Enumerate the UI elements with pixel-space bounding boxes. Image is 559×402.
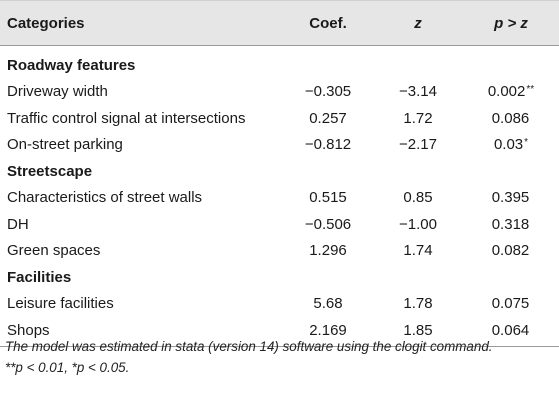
p-value: 0.075 xyxy=(491,295,530,313)
p-cell: 0.086 xyxy=(463,110,559,127)
category-cell: On-street parking xyxy=(7,136,123,154)
table-row: On-street parking −0.812 −2.17 0.03* xyxy=(0,132,559,159)
z-cell: −2.17 xyxy=(399,136,437,154)
section-row: Roadway features xyxy=(0,52,559,79)
category-cell: Traffic control signal at intersections xyxy=(7,109,246,127)
table-row: Shops 2.169 1.85 0.064 xyxy=(0,317,559,344)
table-footnote: The model was estimated in stata (versio… xyxy=(5,336,553,378)
section-row: Streetscape xyxy=(0,158,559,185)
section-label: Streetscape xyxy=(7,162,93,180)
p-cell: 0.075 xyxy=(463,295,559,312)
significance-mark: * xyxy=(524,137,529,149)
coef-cell: 1.296 xyxy=(309,242,347,260)
p-value: 0.082 xyxy=(491,242,530,260)
header-coef: Coef. xyxy=(309,14,347,32)
category-cell: DH xyxy=(7,215,29,233)
p-value: 0.03 xyxy=(493,136,524,154)
p-value: 0.086 xyxy=(491,109,530,127)
section-row: Facilities xyxy=(0,264,559,291)
coef-cell: 2.169 xyxy=(309,321,347,339)
p-value: 0.064 xyxy=(491,321,530,339)
p-cell: 0.082 xyxy=(463,242,559,259)
table-row: Green spaces 1.296 1.74 0.082 xyxy=(0,238,559,265)
z-cell: −1.00 xyxy=(399,215,437,233)
z-cell: 1.78 xyxy=(403,295,433,313)
coef-cell: 5.68 xyxy=(313,295,343,313)
category-cell: Characteristics of street walls xyxy=(7,189,203,207)
header-p: p > z xyxy=(494,14,528,32)
table-header-row: Categories Coef. z p > z xyxy=(0,0,559,46)
section-label: Roadway features xyxy=(7,56,136,74)
header-z: z xyxy=(414,14,422,32)
z-cell: −3.14 xyxy=(399,83,437,101)
p-cell: 0.395 xyxy=(463,189,559,206)
p-value: 0.318 xyxy=(491,215,530,233)
coef-cell: −0.812 xyxy=(304,136,352,154)
table-row: DH −0.506 −1.00 0.318 xyxy=(0,211,559,238)
results-table: Categories Coef. z p > z Roadway feature… xyxy=(0,0,559,347)
coef-cell: 0.515 xyxy=(309,189,347,207)
header-categories: Categories xyxy=(7,14,85,32)
z-cell: 1.85 xyxy=(403,321,433,339)
p-cell: 0.064 xyxy=(463,322,559,339)
p-cell: 0.002** xyxy=(463,83,559,100)
section-label: Facilities xyxy=(7,268,72,286)
category-cell: Shops xyxy=(7,321,50,339)
z-cell: 1.74 xyxy=(403,242,433,260)
category-cell: Driveway width xyxy=(7,83,108,101)
coef-cell: 0.257 xyxy=(309,109,347,127)
category-cell: Leisure facilities xyxy=(7,295,114,313)
significance-mark: ** xyxy=(526,84,535,96)
table-row: Characteristics of street walls 0.515 0.… xyxy=(0,185,559,212)
table-row: Leisure facilities 5.68 1.78 0.075 xyxy=(0,291,559,318)
table-bottom-rule xyxy=(0,345,559,347)
p-cell: 0.318 xyxy=(463,216,559,233)
z-cell: 0.85 xyxy=(403,189,433,207)
footnote-line-significance: **p < 0.01, *p < 0.05. xyxy=(5,360,130,375)
category-cell: Green spaces xyxy=(7,242,101,260)
table-row: Driveway width −0.305 −3.14 0.002** xyxy=(0,79,559,106)
coef-cell: −0.305 xyxy=(304,83,352,101)
footnote-line-model: The model was estimated in stata (versio… xyxy=(5,339,493,354)
table-row: Traffic control signal at intersections … xyxy=(0,105,559,132)
p-value: 0.002 xyxy=(487,83,526,101)
coef-cell: −0.506 xyxy=(304,215,352,233)
p-cell: 0.03* xyxy=(463,136,559,153)
p-value: 0.395 xyxy=(491,189,530,207)
z-cell: 1.72 xyxy=(403,109,433,127)
